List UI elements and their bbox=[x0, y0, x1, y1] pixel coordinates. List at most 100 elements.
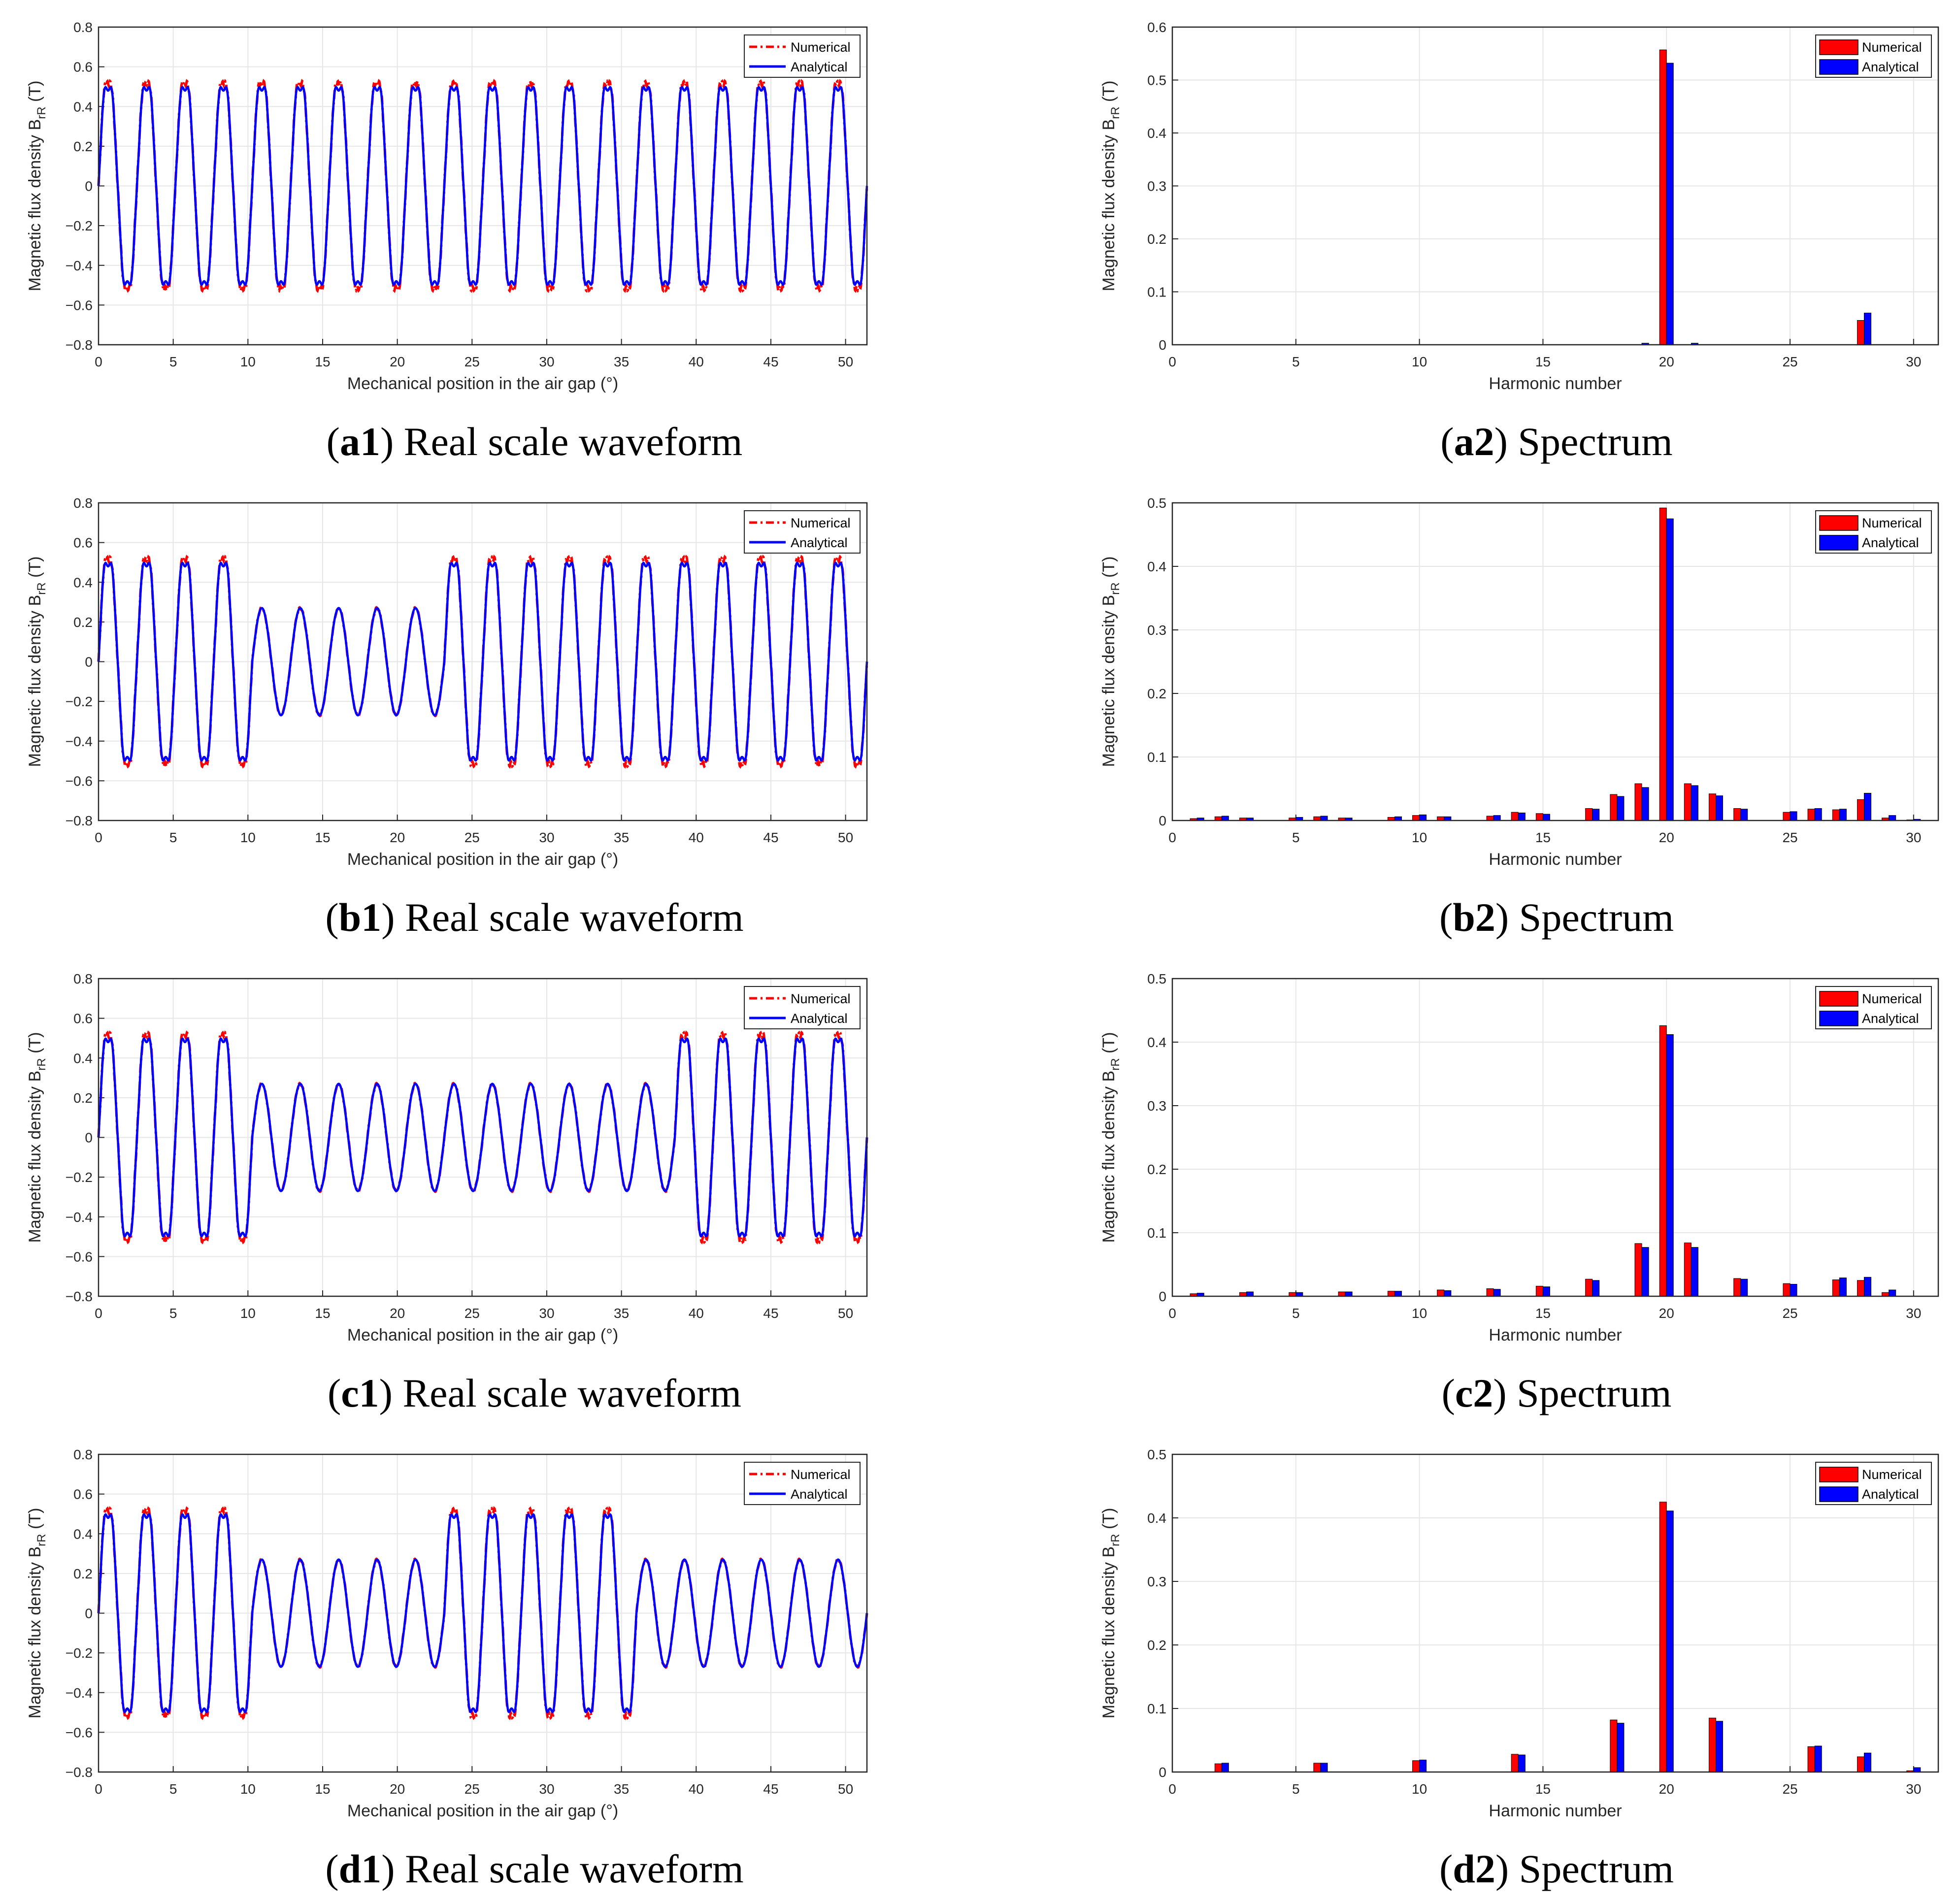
bar-analytical-h27 bbox=[1839, 1278, 1847, 1297]
x-tick-label: 35 bbox=[614, 1306, 629, 1321]
caption-d1: (d1) Real scale waveform bbox=[325, 1846, 744, 1891]
x-tick-label: 10 bbox=[240, 1781, 256, 1797]
bar-analytical-h20 bbox=[1666, 1034, 1674, 1297]
y-tick-label: 0.8 bbox=[73, 20, 93, 35]
bar-analytical-h13 bbox=[1493, 1289, 1501, 1297]
y-tick-label: 0.6 bbox=[73, 1011, 93, 1026]
y-tick-label: 0.2 bbox=[1147, 1162, 1166, 1177]
bar-numerical-h25 bbox=[1783, 1283, 1791, 1297]
x-tick-label: 5 bbox=[169, 830, 177, 845]
y-tick-label: 0.4 bbox=[73, 575, 93, 590]
legend: Numerical Analytical bbox=[1815, 34, 1932, 78]
plot-frame bbox=[1171, 978, 1939, 1297]
y-tick-label: −0.2 bbox=[66, 1170, 93, 1185]
bar-analytical-h7 bbox=[1345, 1291, 1353, 1297]
legend-numerical-swatch bbox=[1819, 515, 1858, 531]
y-tick-label: 0 bbox=[85, 655, 93, 670]
x-axis-label: Harmonic number bbox=[1489, 850, 1622, 869]
x-tick-label: 0 bbox=[1168, 354, 1176, 369]
x-tick-label: 50 bbox=[838, 830, 853, 845]
bar-numerical-h18 bbox=[1610, 1719, 1618, 1773]
bar-numerical-h20 bbox=[1659, 49, 1667, 345]
x-axis-label: Harmonic number bbox=[1489, 1802, 1622, 1820]
x-tick-label: 45 bbox=[763, 1306, 778, 1321]
x-axis-label: Mechanical position in the air gap (°) bbox=[347, 374, 618, 393]
legend: Numerical Analytical bbox=[744, 510, 861, 554]
y-axis-label: Magnetic flux density BrR (T) bbox=[1099, 557, 1122, 767]
bar-analytical-h25 bbox=[1790, 1284, 1797, 1297]
y-tick-label: 0.1 bbox=[1147, 285, 1166, 300]
y-tick-label: 0.4 bbox=[1147, 559, 1166, 574]
plot-frame bbox=[1171, 26, 1939, 346]
legend-numerical-swatch bbox=[1819, 991, 1858, 1007]
x-tick-label: 15 bbox=[315, 1781, 330, 1797]
y-tick-label: 0.6 bbox=[73, 60, 93, 75]
y-tick-label: 0.6 bbox=[73, 1487, 93, 1502]
bar-numerical-h19 bbox=[1634, 1243, 1642, 1297]
legend-numerical-swatch bbox=[1819, 39, 1858, 55]
y-tick-label: −0.2 bbox=[66, 1645, 93, 1661]
bar-numerical-h15 bbox=[1535, 1285, 1543, 1297]
chart-a2: 0 5 10 15 20 25 30 0 0.1 0.2 0.3 0.4 0.5 0.6 Harmonic … bbox=[1099, 20, 1939, 393]
plot-frame bbox=[98, 978, 868, 1297]
bar-numerical-h20 bbox=[1659, 1502, 1667, 1773]
legend-analytical-label: Analytical bbox=[791, 1487, 848, 1502]
y-tick-label: −0.6 bbox=[66, 297, 93, 313]
x-tick-label: 0 bbox=[1168, 1306, 1176, 1321]
x-tick-label: 20 bbox=[1659, 830, 1674, 845]
x-tick-label: 0 bbox=[95, 354, 102, 369]
bar-analytical-h17 bbox=[1592, 809, 1600, 821]
x-axis-label: Harmonic number bbox=[1489, 1326, 1622, 1345]
x-tick-label: 10 bbox=[240, 1306, 256, 1321]
y-tick-label: 0 bbox=[1159, 1765, 1166, 1780]
x-tick-label: 20 bbox=[390, 830, 405, 845]
x-tick-label: 40 bbox=[689, 354, 704, 369]
x-tick-label: 25 bbox=[465, 830, 480, 845]
bar-analytical-h14 bbox=[1518, 1754, 1526, 1773]
legend-box bbox=[744, 34, 861, 78]
bar-analytical-h15 bbox=[1542, 1286, 1550, 1297]
caption-d2: (d2) Spectrum bbox=[1439, 1846, 1674, 1891]
chart-a1: 0 5 10 15 20 25 30 35 40 45 50 −0.8 −0.6 −0.4 −0.2 0 0.2… bbox=[26, 20, 868, 393]
y-tick-label: 0.3 bbox=[1147, 1098, 1166, 1114]
y-tick-label: 0.6 bbox=[73, 535, 93, 551]
bar-numerical-h14 bbox=[1511, 1754, 1519, 1773]
y-tick-label: 0.2 bbox=[73, 615, 93, 630]
y-tick-label: 0.4 bbox=[73, 1050, 93, 1066]
bar-analytical-h15 bbox=[1542, 814, 1550, 821]
y-tick-label: 0.4 bbox=[73, 1526, 93, 1542]
bar-analytical-h3 bbox=[1246, 1291, 1254, 1297]
y-axis-label: Magnetic flux density BrR (T) bbox=[26, 1508, 48, 1719]
legend: Numerical Analytical bbox=[744, 986, 861, 1029]
x-tick-label: 5 bbox=[169, 354, 177, 369]
x-tick-label: 0 bbox=[95, 830, 102, 845]
bar-analytical-h21 bbox=[1691, 1247, 1698, 1297]
bar-analytical-h28 bbox=[1864, 1752, 1871, 1773]
y-axis-label: Magnetic flux density BrR (T) bbox=[1099, 81, 1122, 292]
legend-numerical-label: Numerical bbox=[1862, 1467, 1922, 1482]
bar-analytical-h9 bbox=[1394, 1291, 1402, 1297]
legend-numerical-label: Numerical bbox=[791, 40, 851, 55]
x-tick-label: 30 bbox=[539, 1781, 554, 1797]
bar-analytical-h6 bbox=[1320, 1763, 1328, 1773]
x-tick-label: 15 bbox=[1535, 1781, 1551, 1797]
x-tick-label: 50 bbox=[838, 354, 853, 369]
x-tick-label: 20 bbox=[390, 354, 405, 369]
x-tick-label: 20 bbox=[1659, 1306, 1674, 1321]
y-tick-label: 0.8 bbox=[73, 495, 93, 511]
legend-analytical-swatch bbox=[1819, 1011, 1858, 1026]
legend-box bbox=[744, 1462, 861, 1505]
x-axis-label: Mechanical position in the air gap (°) bbox=[347, 850, 618, 869]
x-tick-label: 30 bbox=[539, 830, 554, 845]
x-tick-label: 25 bbox=[465, 354, 480, 369]
plot-frame bbox=[98, 502, 868, 821]
bar-numerical-h17 bbox=[1585, 808, 1593, 821]
bar-numerical-h28 bbox=[1857, 1756, 1864, 1773]
bar-numerical-h20 bbox=[1659, 1025, 1667, 1297]
y-tick-label: 0 bbox=[85, 1130, 93, 1146]
y-tick-label: 0.8 bbox=[73, 971, 93, 986]
x-axis-label: Harmonic number bbox=[1489, 374, 1622, 393]
x-tick-label: 25 bbox=[1782, 1306, 1797, 1321]
bar-numerical-h21 bbox=[1684, 783, 1692, 821]
legend-analytical-label: Analytical bbox=[1862, 60, 1919, 74]
